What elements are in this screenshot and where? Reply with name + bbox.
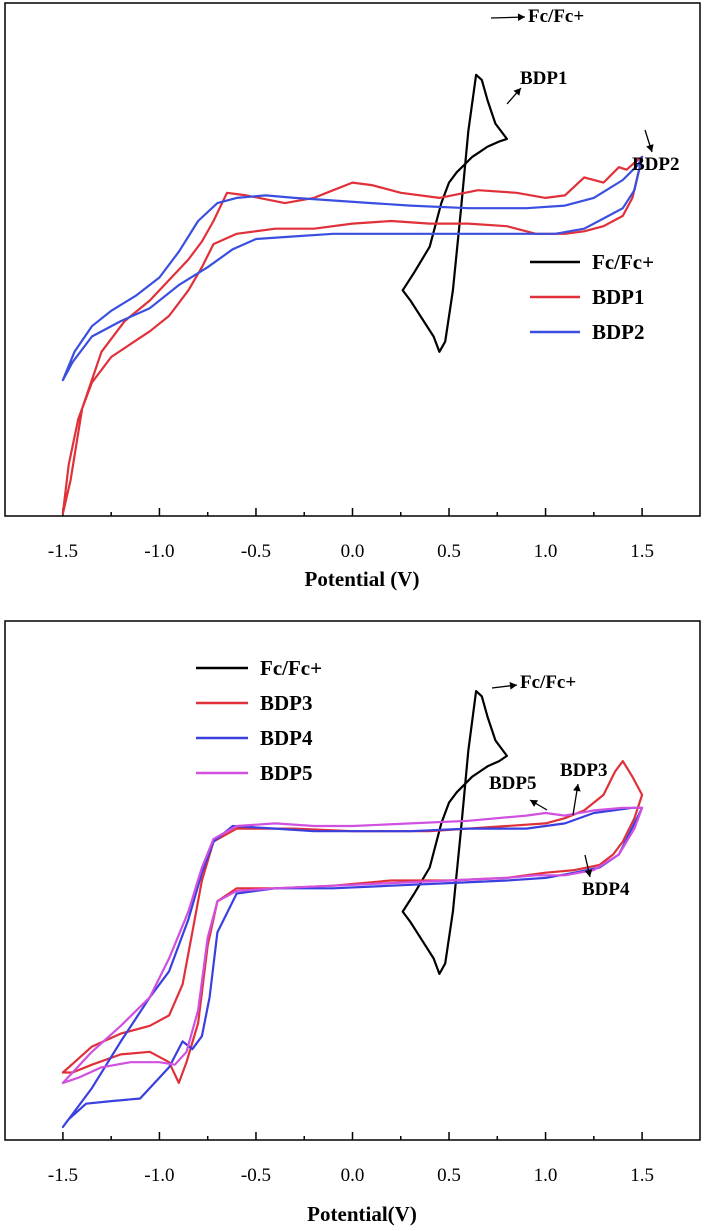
series-line-bdp2-top	[61, 155, 644, 382]
x-tick-label-bottom-5: 1.0	[534, 1165, 558, 1186]
series-line-fc-fc-bottom	[401, 689, 508, 976]
x-tick-label-top-3: 0.0	[341, 541, 365, 562]
annotation-arrowhead-fc-fc-bottom	[509, 682, 517, 690]
x-tick-label-bottom-2: -0.5	[241, 1165, 271, 1186]
annotation-arrowhead-bdp2-top	[646, 144, 654, 152]
legend-label-fc-fc: Fc/Fc+	[260, 656, 322, 680]
x-tick-label-top-2: -0.5	[241, 541, 271, 562]
annotation-arrowhead-bdp4-bottom	[584, 869, 593, 877]
legend-label-bdp4: BDP4	[260, 726, 313, 750]
series-group-top	[61, 73, 644, 515]
annotations-top: Fc/Fc+ BDP1 BDP2	[490, 6, 680, 175]
legend-bottom: Fc/Fc+ BDP3 BDP4 BDP5	[196, 656, 322, 785]
x-axis-label-bottom: Potential(V)	[307, 1202, 417, 1226]
series-line-fc-fc-top	[401, 73, 508, 353]
x-axis-top: -1.5 -1.0 -0.5 0.0 0.5 1.0 1.5	[48, 508, 654, 562]
legend-top: Fc/Fc+ BDP1 BDP2	[530, 250, 654, 344]
x-tick-label-bottom-0: -1.5	[48, 1165, 78, 1186]
x-tick-label-top-4: 0.5	[437, 541, 461, 562]
series-line-bdp5-bottom	[61, 806, 644, 1085]
legend-label-bdp2: BDP2	[592, 320, 645, 344]
annotation-label-bdp2-top: BDP2	[632, 154, 680, 175]
x-axis-label-top: Potential (V)	[305, 567, 420, 591]
legend-label-bdp3: BDP3	[260, 691, 313, 715]
annotation-label-bdp1-top: BDP1	[520, 68, 568, 89]
annotation-arrowhead-bdp3-bottom	[573, 784, 581, 792]
x-tick-label-bottom-4: 0.5	[437, 1165, 461, 1186]
series-line-bdp3-bottom	[61, 759, 644, 1085]
x-tick-label-bottom-1: -1.0	[144, 1165, 174, 1186]
chart-panel-top: -1.5 -1.0 -0.5 0.0 0.5 1.0 1.5 Fc/Fc+BDP1BDP2 …	[4, 2, 701, 591]
chart-panel-bottom: -1.5 -1.0 -0.5 0.0 0.5 1.0 1.5 Fc/Fc+ BDP5 BDP3 B…	[4, 620, 701, 1226]
annotation-label-bdp4-bottom: BDP4	[582, 879, 630, 900]
x-tick-label-top-1: -1.0	[144, 541, 174, 562]
legend-label-bdp1: BDP1	[592, 285, 645, 309]
series-line-bdp1-top	[61, 155, 644, 515]
series-line-bdp4-bottom	[61, 806, 644, 1129]
x-axis-bottom: -1.5 -1.0 -0.5 0.0 0.5 1.0 1.5	[48, 1132, 654, 1186]
x-tick-label-top-0: -1.5	[48, 541, 78, 562]
series-group-bottom	[61, 689, 644, 1129]
x-tick-label-bottom-6: 1.5	[630, 1165, 654, 1186]
annotation-label-fc-fc-bottom: Fc/Fc+	[520, 672, 576, 693]
x-tick-label-top-6: 1.5	[630, 541, 654, 562]
x-tick-label-bottom-3: 0.0	[341, 1165, 365, 1186]
annotation-label-fc-fc-top: Fc/Fc+	[528, 6, 584, 27]
annotation-arrowhead-bdp1-top	[513, 88, 521, 96]
annotation-arrowhead-fc-fc-top	[517, 13, 525, 22]
annotation-label-bdp5-bottom: BDP5	[489, 773, 537, 794]
annotation-label-bdp3-bottom: BDP3	[560, 760, 608, 781]
x-tick-label-top-5: 1.0	[534, 541, 558, 562]
annotation-arrowhead-bdp5-bottom	[530, 800, 538, 807]
annotations-bottom: Fc/Fc+ BDP5 BDP3 BDP4	[489, 672, 630, 900]
legend-label-bdp5: BDP5	[260, 761, 313, 785]
legend-label-fc-fc: Fc/Fc+	[592, 250, 654, 274]
